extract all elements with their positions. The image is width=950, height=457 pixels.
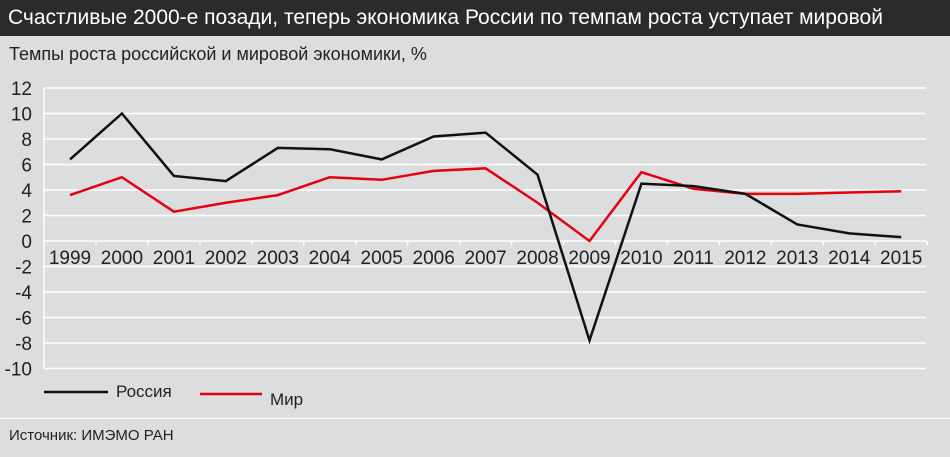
y-tick-label: -2 <box>15 258 32 279</box>
y-tick-label: 8 <box>21 130 32 151</box>
y-tick-label: 6 <box>21 156 32 177</box>
legend-label: Мир <box>270 390 303 409</box>
series-line-russia <box>69 111 902 345</box>
x-tick-label: 2007 <box>464 248 506 269</box>
y-tick-label: 12 <box>11 79 32 100</box>
x-tick-label: 1999 <box>49 248 91 269</box>
y-tick-label: -4 <box>15 283 32 304</box>
divider <box>0 418 950 419</box>
y-tick-label: 10 <box>11 105 32 126</box>
x-tick-label: 2009 <box>568 248 610 269</box>
x-tick-label: 2001 <box>153 248 195 269</box>
x-tick-label: 2011 <box>673 248 714 269</box>
x-tick-label: 2013 <box>776 248 818 269</box>
x-tick-label: 2002 <box>205 248 247 269</box>
chart-title: Счастливые 2000-е позади, теперь экономи… <box>0 0 950 36</box>
y-tick-label: 0 <box>21 232 32 253</box>
y-tick-label: -6 <box>15 309 32 330</box>
chart-subtitle: Темпы роста российской и мировой экономи… <box>9 44 427 64</box>
x-tick-label: 2006 <box>413 248 455 269</box>
x-tick-label: 2004 <box>309 248 352 269</box>
x-tick-label: 2000 <box>101 248 143 269</box>
y-tick-label: -8 <box>15 334 32 355</box>
y-tick-label: 4 <box>21 181 32 202</box>
x-tick-label: 2012 <box>724 248 766 269</box>
x-tick-label: 2003 <box>257 248 299 269</box>
x-tick-label: 2010 <box>620 248 662 269</box>
y-tick-label: 2 <box>21 207 32 228</box>
x-tick-label: 2015 <box>880 248 922 269</box>
y-tick-label: -10 <box>5 360 32 381</box>
x-tick-label: 2008 <box>516 248 558 269</box>
legend-label: Россия <box>116 382 172 401</box>
x-tick-label: 2005 <box>361 248 403 269</box>
x-tick-label: 2014 <box>828 248 871 269</box>
source-note: Источник: ИМЭМО РАН <box>9 427 174 444</box>
